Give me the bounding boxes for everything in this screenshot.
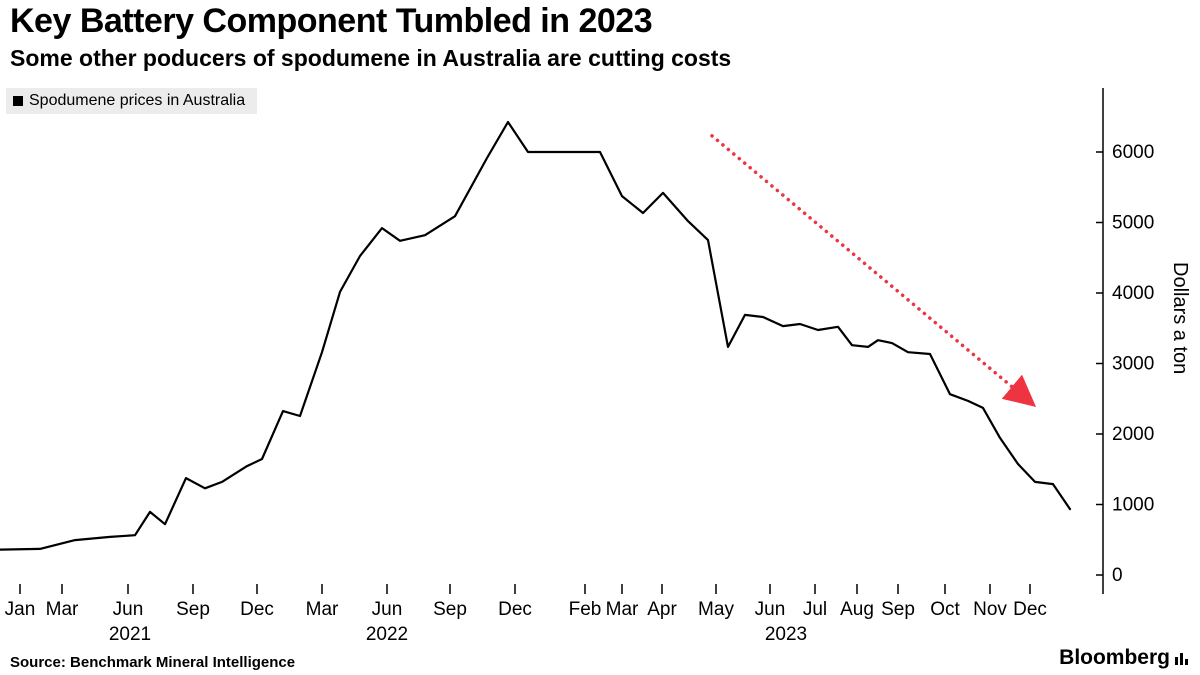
x-year-label: 2021 (109, 624, 151, 645)
x-tick-label: Jun (755, 599, 786, 620)
chart-legend: Spodumene prices in Australia (6, 88, 258, 114)
x-tick-label: Dec (1013, 599, 1047, 620)
legend-label: Spodumene prices in Australia (29, 92, 246, 109)
x-tick-label: Jan (5, 599, 36, 620)
x-tick-label: Dec (240, 599, 274, 620)
price-line (0, 120, 1072, 551)
y-tick-label: 2000 (1112, 424, 1154, 445)
x-tick-label: Mar (606, 599, 639, 620)
source-note: Source: Benchmark Mineral Intelligence (10, 654, 296, 671)
x-tick-label: Nov (973, 599, 1007, 620)
bloomberg-wordmark: Bloomberg (1059, 646, 1170, 669)
x-tick-label: Sep (881, 599, 915, 620)
x-tick-label: Sep (433, 599, 467, 620)
x-tick-label: May (698, 599, 734, 620)
x-tick-label: Dec (498, 599, 532, 620)
x-tick-label: Mar (46, 599, 79, 620)
bloomberg-logo: Bloomberg (1059, 646, 1190, 670)
y-tick-label: 6000 (1112, 142, 1154, 163)
y-tick-label: 3000 (1112, 354, 1154, 375)
trend-arrow (710, 134, 1037, 407)
x-tick-label: Jun (372, 599, 403, 620)
legend-swatch-icon (13, 96, 23, 106)
x-tick-label: Jul (803, 599, 827, 620)
y-tick-label: 0 (1112, 565, 1123, 586)
y-axis-title: Dollars a ton (1169, 262, 1191, 375)
page-title: Key Battery Component Tumbled in 2023 (10, 2, 653, 40)
page-subtitle: Some other poducers of spodumene in Aust… (10, 45, 732, 71)
x-tick-label: Aug (840, 599, 874, 620)
x-tick-label: Sep (176, 599, 210, 620)
x-tick-label: Jun (113, 599, 144, 620)
y-tick-label: 5000 (1112, 213, 1154, 234)
x-tick-label: Apr (647, 599, 677, 620)
price-chart: 0 1000 2000 3000 4000 5000 6000 Jan Mar Jun Sep Dec… (0, 88, 1154, 645)
x-year-label: 2022 (366, 624, 408, 645)
x-year-label: 2023 (765, 624, 807, 645)
y-tick-label: 4000 (1112, 283, 1154, 304)
y-tick-label: 1000 (1112, 495, 1154, 516)
x-tick-label: Oct (930, 599, 960, 620)
bloomberg-chart-icon (1175, 653, 1188, 665)
x-tick-label: Feb (569, 599, 602, 620)
x-tick-label: Mar (306, 599, 339, 620)
